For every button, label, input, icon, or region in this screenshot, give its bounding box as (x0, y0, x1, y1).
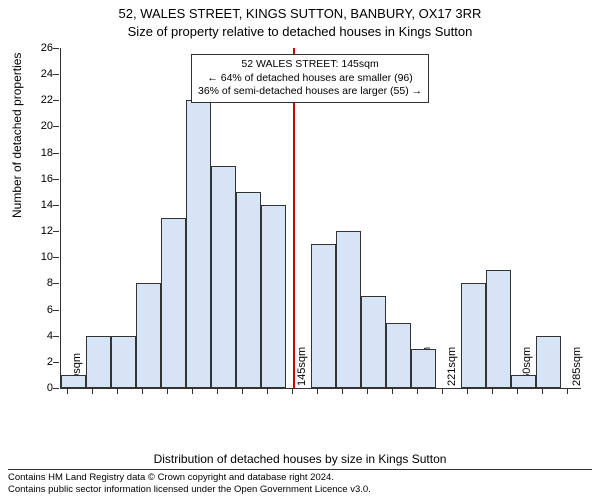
y-tick (53, 283, 59, 284)
x-tick (467, 388, 468, 394)
histogram-bar (486, 270, 511, 388)
annotation-line1: 52 WALES STREET: 145sqm (198, 58, 422, 72)
x-tick (167, 388, 168, 394)
y-tick-label: 8 (25, 277, 53, 289)
histogram-bar (336, 231, 361, 388)
histogram-bar (211, 166, 236, 388)
y-tick (53, 336, 59, 337)
y-tick (53, 179, 59, 180)
x-tick (567, 388, 568, 394)
annotation-box: 52 WALES STREET: 145sqm ← 64% of detache… (191, 54, 429, 103)
chart-container: { "chart": { "type": "histogram", "title… (0, 0, 600, 500)
y-tick (53, 74, 59, 75)
y-tick (53, 231, 59, 232)
x-tick (392, 388, 393, 394)
x-tick (192, 388, 193, 394)
x-tick (117, 388, 118, 394)
y-tick-label: 12 (25, 225, 53, 237)
histogram-bar (536, 336, 561, 388)
histogram-bar (186, 100, 211, 388)
y-tick-label: 14 (25, 199, 53, 211)
y-tick-label: 10 (25, 251, 53, 263)
histogram-bar (136, 283, 161, 388)
x-tick (67, 388, 68, 394)
x-tick (292, 388, 293, 394)
plot-area: 0246810121416182022242630sqm43sqm56sqm68… (60, 48, 581, 389)
y-tick (53, 100, 59, 101)
histogram-bar (511, 375, 536, 388)
x-tick (517, 388, 518, 394)
y-tick-label: 16 (25, 173, 53, 185)
chart-footer: Contains HM Land Registry data © Crown c… (8, 469, 592, 496)
x-axis-label: Distribution of detached houses by size … (0, 452, 600, 466)
histogram-bar (236, 192, 261, 388)
y-tick (53, 153, 59, 154)
x-tick (542, 388, 543, 394)
x-tick (242, 388, 243, 394)
y-tick-label: 0 (25, 382, 53, 394)
chart-title-line2: Size of property relative to detached ho… (0, 24, 600, 39)
histogram-bar (361, 296, 386, 388)
histogram-bar (461, 283, 486, 388)
x-tick (142, 388, 143, 394)
x-tick (442, 388, 443, 394)
x-tick-label: 285sqm (571, 347, 583, 386)
x-tick (342, 388, 343, 394)
y-tick-label: 24 (25, 68, 53, 80)
histogram-bar (111, 336, 136, 388)
y-tick (53, 310, 59, 311)
footer-line2: Contains public sector information licen… (8, 484, 592, 496)
y-tick-label: 4 (25, 330, 53, 342)
x-tick (492, 388, 493, 394)
annotation-line3: 36% of semi-detached houses are larger (… (198, 85, 422, 99)
footer-line1: Contains HM Land Registry data © Crown c… (8, 472, 592, 484)
y-tick (53, 388, 59, 389)
y-tick-label: 2 (25, 356, 53, 368)
y-tick-label: 26 (25, 42, 53, 54)
histogram-bar (386, 323, 411, 388)
y-tick (53, 48, 59, 49)
y-tick-label: 6 (25, 304, 53, 316)
x-tick (267, 388, 268, 394)
x-tick (92, 388, 93, 394)
histogram-bar (86, 336, 111, 388)
x-tick (317, 388, 318, 394)
histogram-bar (61, 375, 86, 388)
y-tick-label: 20 (25, 120, 53, 132)
x-tick (367, 388, 368, 394)
y-tick (53, 362, 59, 363)
histogram-bar (411, 349, 436, 388)
annotation-line2: ← 64% of detached houses are smaller (96… (198, 72, 422, 86)
y-tick (53, 257, 59, 258)
histogram-bar (161, 218, 186, 388)
x-tick-label: 221sqm (446, 347, 458, 386)
y-tick (53, 126, 59, 127)
x-tick (217, 388, 218, 394)
y-tick-label: 22 (25, 94, 53, 106)
y-tick (53, 205, 59, 206)
histogram-bar (261, 205, 286, 388)
y-axis-label: Number of detached properties (10, 53, 24, 218)
chart-title-line1: 52, WALES STREET, KINGS SUTTON, BANBURY,… (0, 6, 600, 21)
y-tick-label: 18 (25, 147, 53, 159)
histogram-bar (311, 244, 336, 388)
x-tick (417, 388, 418, 394)
x-tick-label: 145sqm (296, 347, 308, 386)
